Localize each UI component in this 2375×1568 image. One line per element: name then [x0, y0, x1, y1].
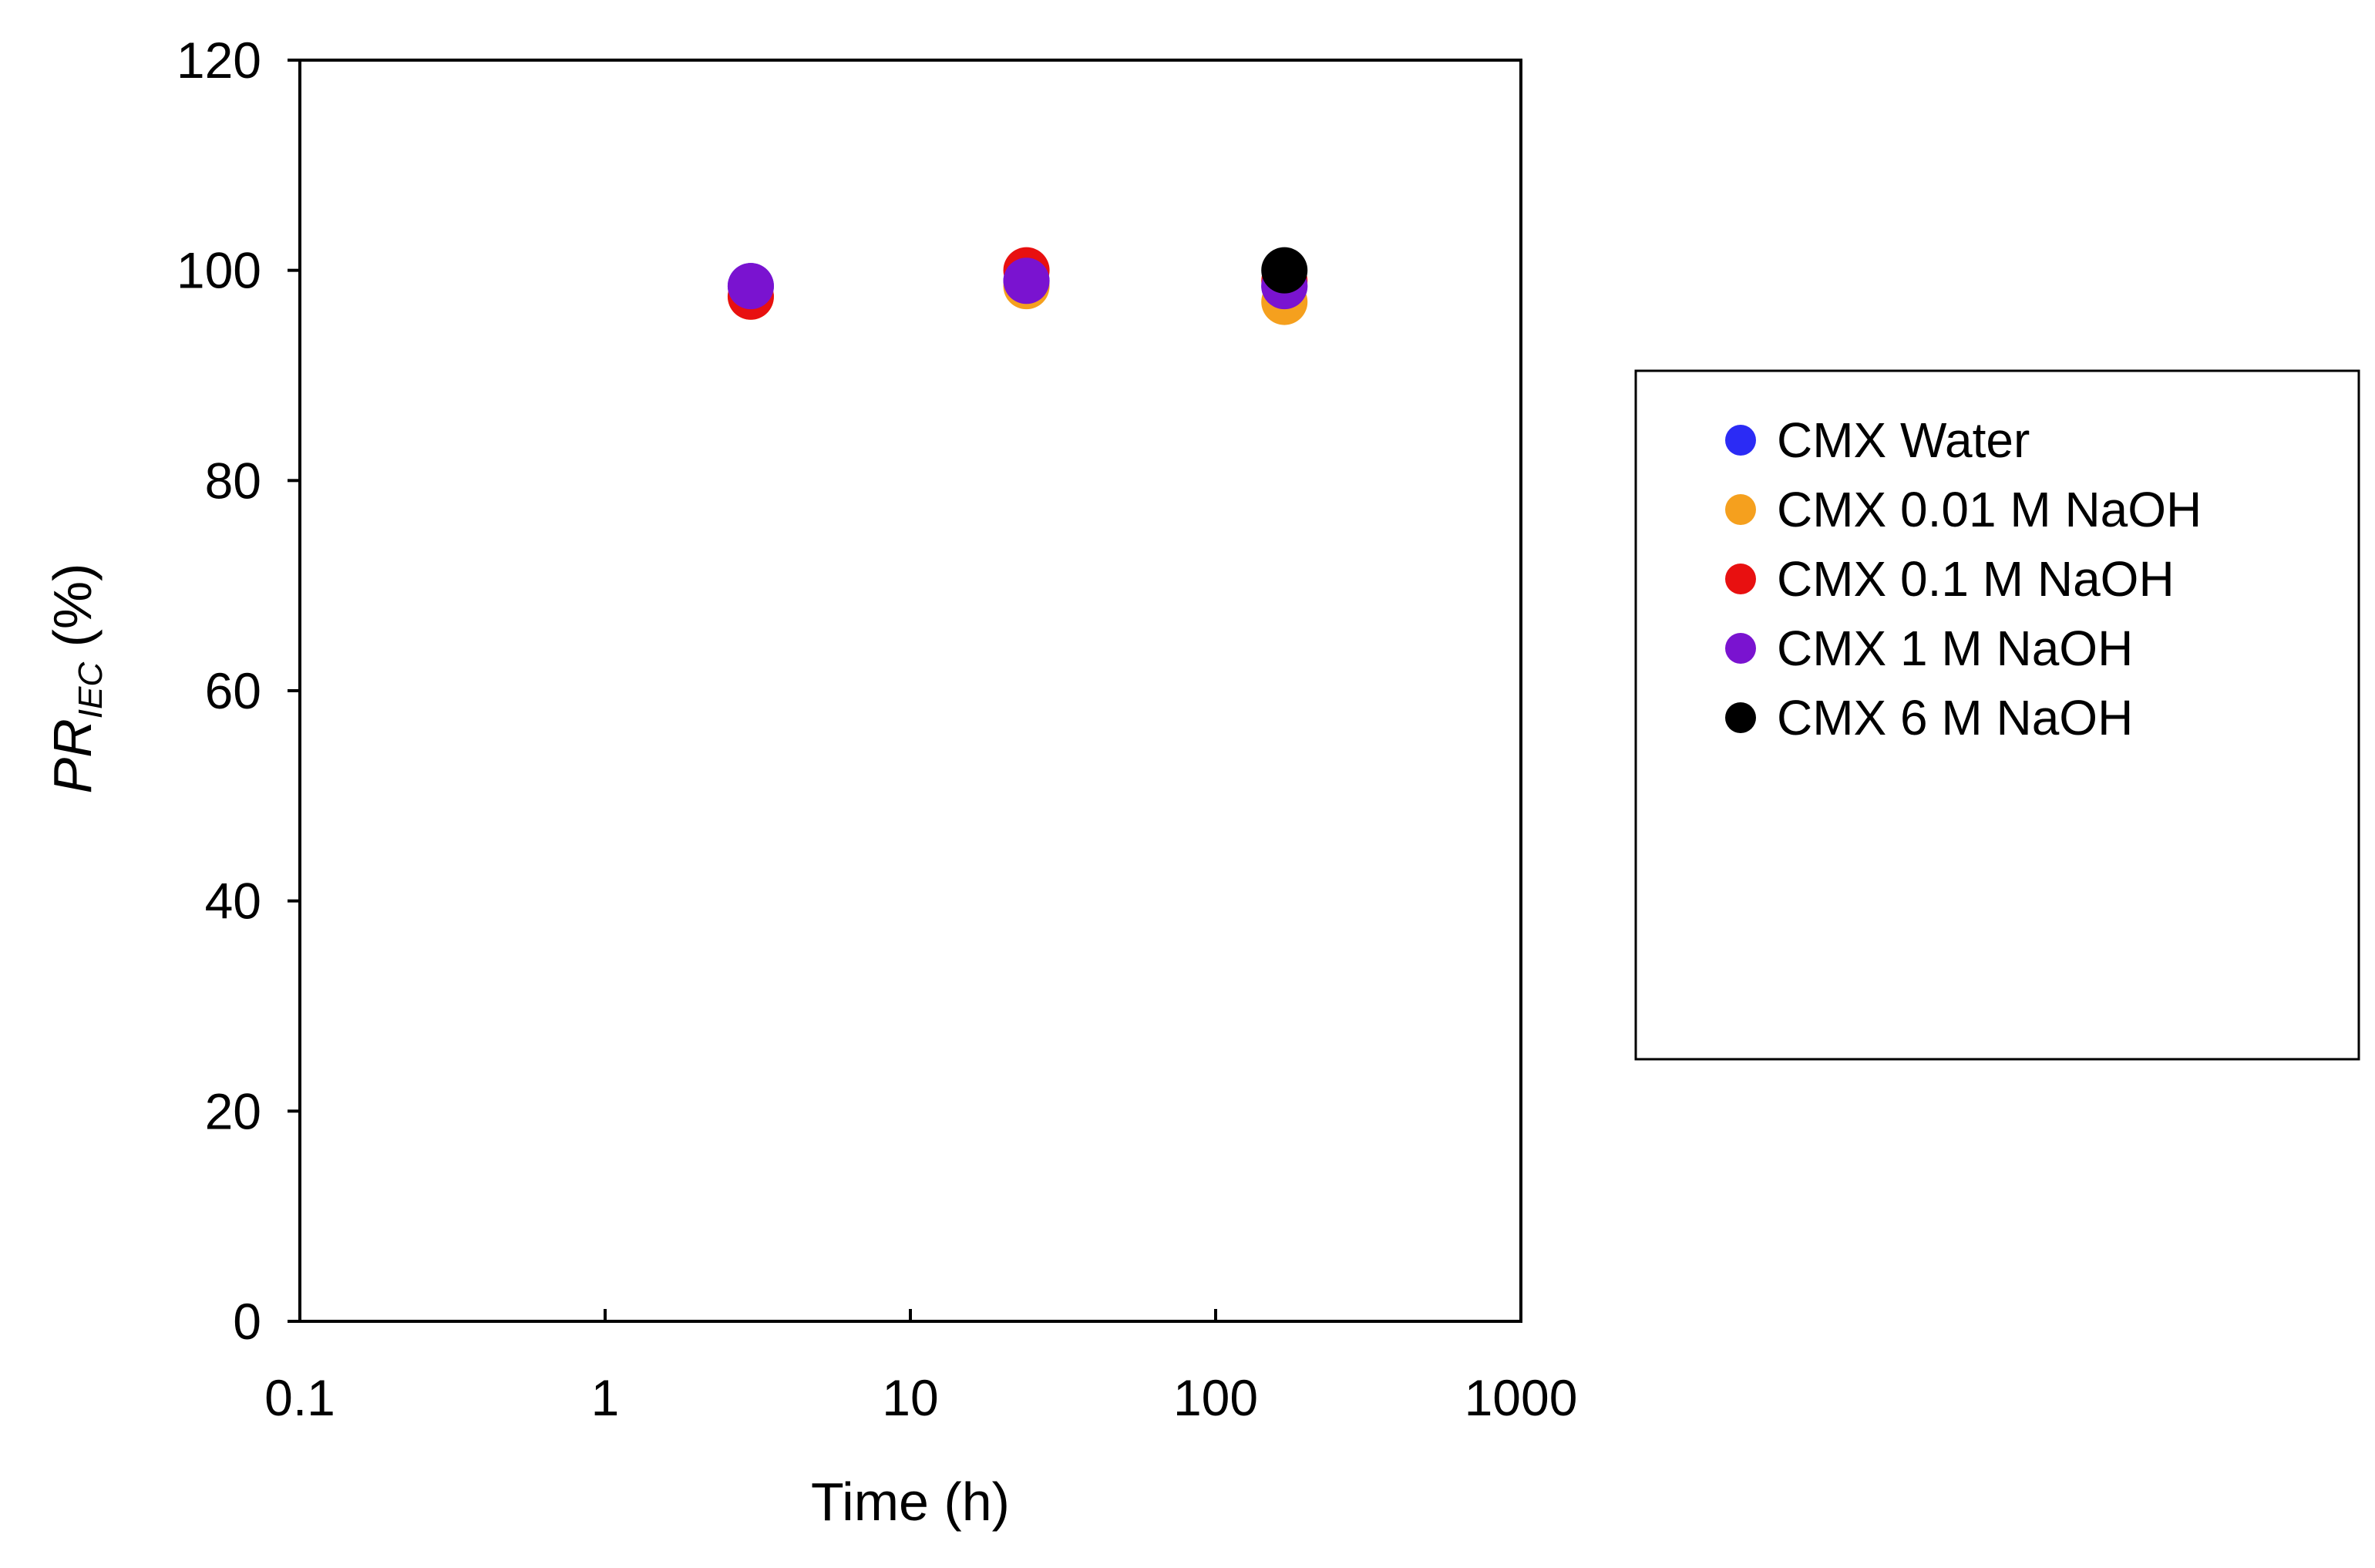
data-point	[1003, 257, 1050, 305]
legend-box	[1634, 369, 2360, 1061]
legend-marker	[1725, 564, 1756, 594]
x-tick-label: 10	[882, 1369, 938, 1426]
data-points	[727, 247, 1308, 325]
legend-marker	[1725, 425, 1756, 456]
x-tick-label: 100	[1173, 1369, 1258, 1426]
plot-area-frame	[298, 59, 1522, 1323]
legend-marker	[1725, 633, 1756, 664]
legend-items: CMX Water CMX 0.01 M NaOH CMX 0.1 M NaOH CM…	[1725, 412, 2202, 745]
x-tick-label: 1000	[1465, 1369, 1578, 1426]
x-axis-ticks: 0.1 1 10 100 1000	[264, 1309, 1577, 1426]
legend-label: CMX 6 M NaOH	[1777, 690, 2133, 745]
y-tick-label: 20	[205, 1082, 261, 1139]
y-axis-title-suffix: (%)	[42, 564, 103, 662]
data-point	[1261, 247, 1308, 294]
y-tick-label: 120	[177, 32, 261, 89]
legend-marker	[1725, 494, 1756, 525]
legend-label: CMX 0.01 M NaOH	[1777, 482, 2202, 537]
legend-label: CMX 1 M NaOH	[1777, 621, 2133, 676]
y-tick-label: 0	[233, 1293, 261, 1350]
x-tick-label: 0.1	[264, 1369, 335, 1426]
y-tick-label: 100	[177, 242, 261, 299]
x-axis-title: Time (h)	[811, 1472, 1010, 1532]
legend: CMX Water CMX 0.01 M NaOH CMX 0.1 M NaOH CM…	[1634, 369, 2360, 1061]
legend-label: CMX Water	[1777, 412, 2030, 468]
y-tick-label: 60	[205, 662, 261, 719]
y-axis-ticks: 0 20 40 60 80 100 120	[177, 32, 300, 1350]
legend-marker	[1725, 702, 1756, 733]
y-axis-title-subscript: IEC	[72, 661, 109, 719]
y-tick-label: 80	[205, 452, 261, 509]
data-point	[727, 263, 774, 310]
x-tick-label: 1	[591, 1369, 620, 1426]
y-axis-title-main: PR	[42, 718, 103, 793]
y-axis-title: PRIEC (%)	[42, 564, 109, 794]
legend-label: CMX 0.1 M NaOH	[1777, 551, 2175, 607]
y-tick-label: 40	[205, 873, 261, 930]
